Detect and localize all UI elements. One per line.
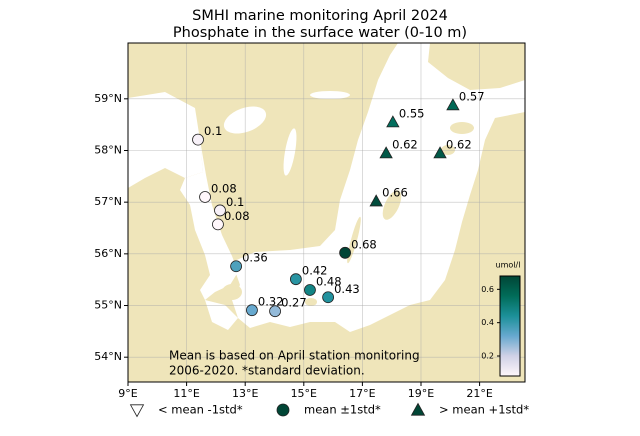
station-marker — [304, 284, 316, 296]
x-tick-label: 21°E — [466, 387, 492, 400]
station-marker — [269, 305, 281, 318]
station-marker — [369, 194, 383, 207]
data-label: 0.1 — [226, 195, 244, 209]
data-label: 0.08 — [211, 181, 237, 195]
data-label: 0.42 — [302, 264, 328, 278]
station-marker — [386, 115, 400, 128]
station-marker — [339, 246, 352, 259]
station-marker — [246, 304, 258, 317]
station-marker — [433, 146, 447, 159]
data-label: 0.62 — [446, 138, 472, 152]
colorbar-fill — [499, 275, 521, 377]
x-tick-label: 19°E — [408, 387, 434, 400]
data-label: 0.08 — [224, 209, 250, 223]
station-marker — [199, 191, 211, 203]
station-marker — [192, 133, 204, 146]
colorbar-tick-label: 0.2 — [481, 352, 494, 361]
x-tick-label: 11°E — [173, 387, 199, 400]
station-marker — [289, 273, 302, 286]
data-label: 0.68 — [351, 237, 377, 251]
data-label: 0.1 — [204, 124, 222, 138]
station-marker — [322, 291, 335, 304]
station-marker — [446, 98, 460, 111]
data-label: 0.57 — [459, 90, 485, 104]
data-label: 0.48 — [316, 275, 342, 289]
data-label: 0.43 — [334, 282, 360, 296]
x-tick-label: 15°E — [291, 387, 317, 400]
y-tick-label: 56°N — [94, 247, 122, 260]
data-label: 0.66 — [382, 186, 408, 200]
chart-subtitle: Phosphate in the surface water (0-10 m) — [173, 25, 467, 41]
station-marker — [129, 404, 145, 418]
legend-label: mean ±1std* — [304, 403, 381, 417]
data-label: 0.32 — [258, 295, 284, 309]
plot-frame — [127, 42, 526, 383]
legend-label: > mean +1std* — [439, 403, 529, 417]
legend-label: < mean -1std* — [158, 403, 243, 417]
y-tick-label: 59°N — [94, 92, 122, 105]
annotation: Mean is based on April station monitorin… — [169, 349, 420, 363]
y-tick-label: 57°N — [94, 195, 122, 208]
legend: < mean -1std* mean ±1std* > mean +1std* — [129, 402, 529, 418]
data-label: 0.55 — [399, 107, 425, 121]
station-marker — [214, 204, 226, 217]
station-marker — [230, 260, 243, 273]
colorbar: umol/l 0.2 0.4 0.6 — [481, 261, 521, 377]
annotation: 2006-2020. *standard deviation. — [169, 364, 365, 378]
data-label: 0.27 — [281, 296, 307, 310]
station-marker — [276, 403, 290, 417]
stations: 0.10.080.10.080.360.420.480.430.320.270.… — [192, 90, 485, 318]
y-tick-label: 58°N — [94, 143, 122, 156]
station-marker — [379, 146, 393, 159]
colorbar-tick-label: 0.6 — [481, 285, 494, 294]
data-label: 0.62 — [392, 138, 418, 152]
station-marker — [410, 402, 426, 416]
map-base — [128, 43, 525, 382]
colorbar-tick-label: 0.4 — [481, 318, 494, 327]
y-tick-label: 54°N — [94, 350, 122, 363]
y-tick-label: 55°N — [94, 299, 122, 312]
chart-title: SMHI marine monitoring April 2024 — [192, 8, 448, 24]
x-tick-label: 13°E — [232, 387, 258, 400]
x-tick-label: 9°E — [118, 387, 137, 400]
x-tick-label: 17°E — [349, 387, 375, 400]
data-label: 0.36 — [242, 251, 268, 265]
station-marker — [212, 218, 224, 231]
colorbar-label: umol/l — [496, 261, 521, 270]
